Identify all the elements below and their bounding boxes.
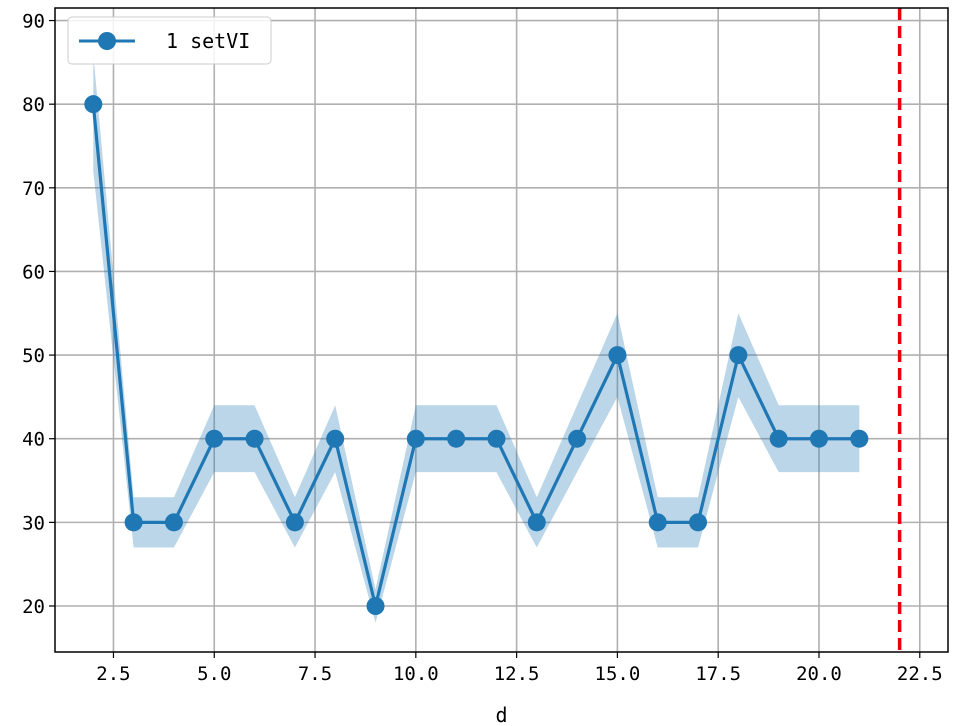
y-tick-label: 90 bbox=[22, 11, 45, 33]
data-point bbox=[326, 429, 345, 448]
data-point bbox=[769, 429, 788, 448]
y-tick-label: 80 bbox=[22, 94, 45, 116]
legend-marker-swatch bbox=[98, 32, 116, 50]
y-tick-label: 70 bbox=[22, 178, 45, 200]
data-point bbox=[406, 429, 425, 448]
y-tick-label: 20 bbox=[22, 596, 45, 618]
data-point bbox=[850, 429, 869, 448]
y-tick-label: 30 bbox=[22, 512, 45, 534]
series-band bbox=[93, 54, 860, 623]
x-tick-label: 22.5 bbox=[897, 663, 943, 685]
x-tick-label: 5.0 bbox=[197, 663, 231, 685]
data-point bbox=[285, 513, 304, 532]
data-point bbox=[447, 429, 466, 448]
x-tick-label: 7.5 bbox=[298, 663, 332, 685]
y-tick-label: 50 bbox=[22, 345, 45, 367]
data-point bbox=[648, 513, 667, 532]
x-tick-label: 17.5 bbox=[695, 663, 741, 685]
data-point bbox=[487, 429, 506, 448]
data-point bbox=[729, 346, 748, 365]
x-tick-label: 12.5 bbox=[494, 663, 540, 685]
series-layer bbox=[84, 95, 869, 615]
data-point bbox=[366, 597, 385, 615]
data-point bbox=[84, 95, 103, 114]
data-point bbox=[568, 429, 587, 448]
x-tick-label: 2.5 bbox=[96, 663, 130, 685]
x-tick-label: 15.0 bbox=[595, 663, 641, 685]
x-axis-label: d bbox=[495, 703, 507, 726]
legend-box bbox=[67, 16, 272, 65]
data-point bbox=[205, 429, 224, 448]
x-tick-label: 10.0 bbox=[393, 663, 439, 685]
data-point bbox=[164, 513, 183, 532]
data-point bbox=[245, 429, 264, 448]
data-point bbox=[689, 513, 708, 532]
data-point bbox=[124, 513, 143, 532]
y-tick-label: 60 bbox=[22, 261, 45, 283]
y-tick-label: 40 bbox=[22, 429, 45, 451]
confidence-band bbox=[93, 54, 860, 623]
data-point bbox=[527, 513, 546, 532]
x-tick-label: 20.0 bbox=[796, 663, 842, 685]
legend-entry-label: 1 setVI bbox=[166, 29, 250, 53]
grid bbox=[55, 8, 948, 652]
plot-frame bbox=[54, 7, 949, 653]
data-point bbox=[608, 346, 627, 365]
legend: 1 setVI bbox=[67, 16, 272, 65]
data-point bbox=[809, 429, 828, 448]
tick-layer: 2.5 5.0 7.5 10.0 12.5 15.0 17.5 20.0 22.5 20 30 40 5… bbox=[22, 11, 943, 685]
